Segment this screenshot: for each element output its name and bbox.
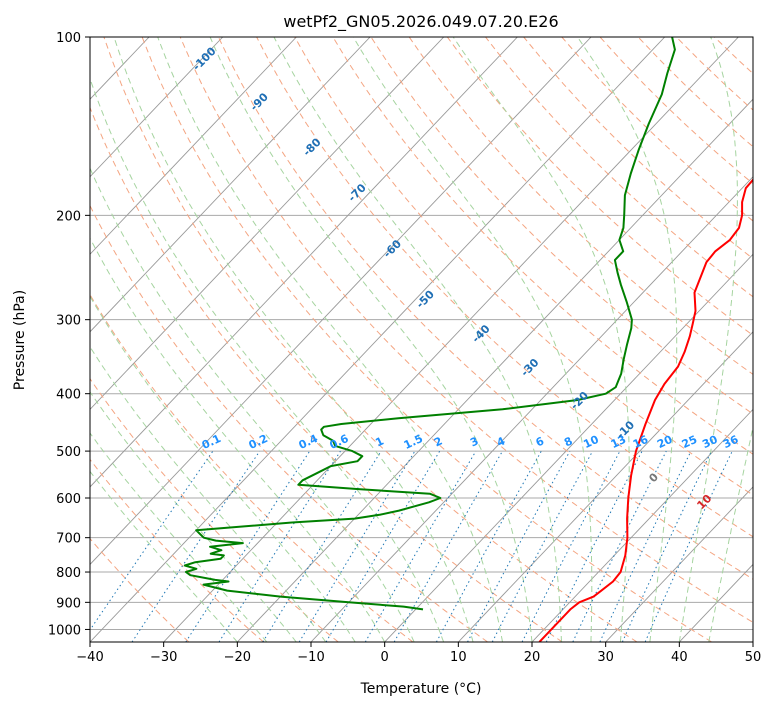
isotherm-line	[90, 37, 592, 566]
moist-adiabat-line	[90, 391, 297, 642]
x-tick-label: −40	[76, 650, 103, 665]
mixing-ratio-line	[298, 450, 416, 642]
isotherm-line	[90, 37, 371, 333]
isotherm-line	[605, 486, 753, 642]
dry-adiabat-line	[217, 37, 753, 580]
moist-adiabat-line	[157, 37, 503, 642]
dry-adiabat-line	[446, 37, 753, 336]
y-tick-label: 800	[56, 566, 81, 581]
y-axis-label: Pressure (hPa)	[12, 290, 28, 390]
mixing-ratio-line	[364, 450, 477, 642]
plot-area: 0.1 0.2 0.4 0.6 1 1.5 2 3 4 6 8 10 13 16 20 25 30 36-100-…	[90, 37, 771, 642]
isotherm-line	[458, 331, 753, 642]
dry-adiabat-line	[141, 37, 712, 642]
mixing-ratio-label: 30	[700, 433, 720, 451]
y-axis: 100 200 300 400 500 600 700 800 900 1000	[48, 31, 90, 638]
moist-adiabat-line	[577, 37, 678, 642]
mixing-ratio-label: 10	[581, 433, 601, 451]
chart-title: wetPf2_GN05.2026.049.07.20.E26	[283, 12, 558, 32]
x-tick-label: 40	[671, 650, 688, 665]
dry-adiabat-line	[179, 37, 753, 623]
mixing-ratio-line	[90, 450, 214, 631]
isotherm-line	[90, 37, 518, 488]
mixing-ratio-line	[599, 450, 692, 642]
moist-adiabat-line	[273, 37, 562, 642]
dewpoint-profile-line	[183, 37, 676, 611]
isotherm-line	[90, 37, 445, 411]
dry-adiabat-label: 20	[751, 517, 771, 537]
moist-adiabat-line	[90, 470, 238, 642]
grid-layer	[90, 37, 753, 642]
y-tick-label: 500	[56, 445, 81, 460]
isotherm-line	[90, 37, 666, 642]
mixing-ratio-line	[621, 450, 712, 642]
mixing-ratio-line	[572, 450, 667, 642]
x-tick-label: 20	[524, 650, 541, 665]
isotherm-line	[90, 37, 224, 178]
plot-frame	[89, 36, 754, 643]
dry-adiabat-line	[103, 37, 638, 642]
y-tick-label: 200	[56, 209, 81, 224]
dry-adiabat-line	[90, 537, 190, 642]
x-axis-label: Temperature (°C)	[360, 681, 482, 697]
moist-adiabat-line	[209, 37, 533, 642]
dry-adiabat-line	[90, 377, 339, 642]
y-tick-label: 100	[56, 31, 81, 46]
mixing-ratio-line	[325, 450, 441, 642]
dry-adiabat-line	[408, 37, 753, 375]
mixing-ratio-label: 20	[655, 433, 675, 451]
y-tick-label: 900	[56, 596, 81, 611]
moist-adiabat-line	[90, 346, 327, 642]
dry-adiabat-line	[90, 293, 414, 642]
mixing-ratio-label: 25	[680, 433, 699, 451]
x-axis: −40 −30 −20 −10 0 10 20 30 40 50	[76, 642, 761, 665]
moist-adiabat-line	[113, 37, 474, 642]
dry-adiabat-line	[90, 204, 488, 642]
x-tick-label: 10	[450, 650, 467, 665]
y-tick-label: 1000	[48, 623, 81, 638]
moist-adiabat-line	[90, 77, 445, 642]
dry-adiabat-line	[256, 37, 753, 538]
y-tick-label: 600	[56, 492, 81, 507]
dry-adiabat-line	[370, 37, 753, 415]
x-tick-label: −10	[297, 650, 324, 665]
x-tick-label: −20	[224, 650, 251, 665]
moist-adiabat-line	[678, 37, 738, 642]
isotherm-line	[384, 253, 753, 642]
x-tick-label: −30	[150, 650, 177, 665]
y-tick-label: 300	[56, 314, 81, 329]
mixing-ratio-line	[131, 450, 261, 642]
x-tick-label: 30	[597, 650, 614, 665]
mixing-ratio-line	[262, 450, 382, 642]
mixing-ratio-line	[467, 450, 571, 642]
moist-adiabat-line	[708, 424, 753, 642]
profiles	[183, 37, 753, 642]
mixing-ratio-line	[185, 450, 311, 642]
moist-adiabat-line	[90, 432, 268, 642]
moist-adiabat-line	[90, 237, 386, 642]
dry-adiabat-line	[90, 106, 563, 642]
dry-adiabat-line	[332, 37, 753, 455]
x-tick-label: 50	[745, 650, 762, 665]
temperature-profile-line	[538, 178, 753, 642]
x-tick-label: 0	[381, 650, 389, 665]
dry-adiabat-line	[90, 458, 264, 642]
dry-adiabat-line	[294, 37, 753, 496]
y-tick-label: 700	[56, 532, 81, 547]
mixing-ratio-label: 13	[609, 433, 628, 451]
y-tick-label: 400	[56, 388, 81, 403]
isotherm-line	[237, 98, 753, 642]
mixing-ratio-line	[218, 450, 341, 642]
mixing-ratio-label: 36	[721, 433, 741, 451]
moist-adiabat-line	[352, 37, 593, 642]
mixing-ratio-label: 16	[631, 433, 651, 451]
isotherm-line	[90, 37, 297, 255]
